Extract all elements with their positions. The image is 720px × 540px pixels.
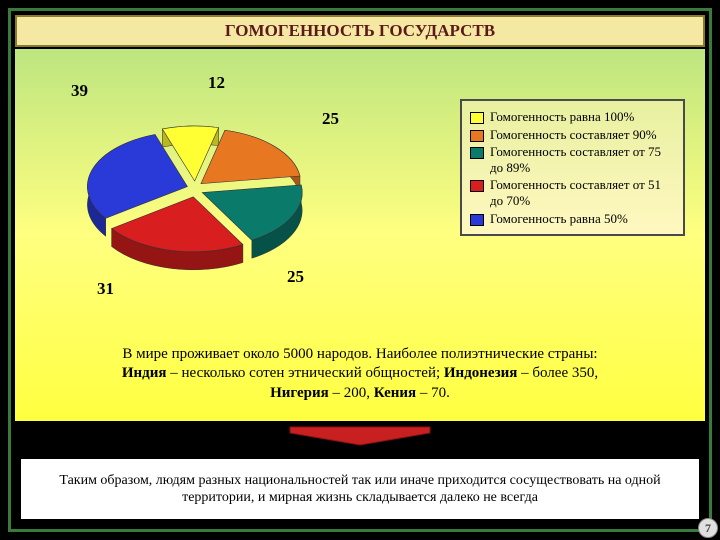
desc-m4: – 70.	[416, 385, 450, 401]
desc-b3: Нигерия	[270, 385, 329, 401]
footer-box: Таким образом, людям разных национальнос…	[21, 459, 699, 519]
legend-item-4: Гомогенность равна 50%	[470, 211, 675, 227]
legend-item-1: Гомогенность составляет 90%	[470, 127, 675, 143]
outer-frame: ГОМОГЕННОСТЬ ГОСУДАРСТВ 12 25 25 31 39 Г…	[0, 0, 720, 540]
page-title: ГОМОГЕННОСТЬ ГОСУДАРСТВ	[225, 21, 495, 41]
data-label-2: 25	[287, 267, 304, 287]
description-text: В мире проживает около 5000 народов. Наи…	[40, 345, 680, 404]
legend-item-2: Гомогенность составляет от 75 до 89%	[470, 144, 675, 175]
legend-label: Гомогенность составляет от 51 до 70%	[490, 177, 675, 208]
legend-swatch	[470, 112, 484, 124]
desc-m2: – более 350,	[517, 365, 598, 381]
data-label-3: 31	[97, 279, 114, 299]
legend-item-3: Гомогенность составляет от 51 до 70%	[470, 177, 675, 208]
desc-m1: – несколько сотен этнический общностей;	[167, 365, 444, 381]
green-frame: ГОМОГЕННОСТЬ ГОСУДАРСТВ 12 25 25 31 39 Г…	[8, 8, 712, 532]
legend-swatch	[470, 147, 484, 159]
content-area: ГОМОГЕННОСТЬ ГОСУДАРСТВ 12 25 25 31 39 Г…	[15, 15, 705, 525]
legend-swatch	[470, 180, 484, 192]
data-label-0: 12	[208, 73, 225, 93]
legend-label: Гомогенность составляет 90%	[490, 127, 657, 143]
legend-label: Гомогенность составляет от 75 до 89%	[490, 144, 675, 175]
legend-item-0: Гомогенность равна 100%	[470, 109, 675, 125]
data-label-4: 39	[71, 81, 88, 101]
desc-line1: В мире проживает около 5000 народов. Наи…	[122, 346, 597, 362]
legend-label: Гомогенность равна 50%	[490, 211, 628, 227]
arrow-down-icon	[270, 425, 450, 449]
legend-swatch	[470, 214, 484, 226]
page-number: 7	[705, 521, 711, 536]
desc-m3: – 200,	[329, 385, 374, 401]
legend-label: Гомогенность равна 100%	[490, 109, 634, 125]
chart-panel: 12 25 25 31 39 Гомогенность равна 100%Го…	[15, 49, 705, 421]
legend-swatch	[470, 130, 484, 142]
page-number-badge: 7	[698, 518, 718, 538]
legend: Гомогенность равна 100% Гомогенность сост…	[460, 99, 685, 236]
desc-b4: Кения	[374, 385, 416, 401]
pie-chart	[65, 89, 325, 289]
footer-text: Таким образом, людям разных национальнос…	[41, 472, 679, 507]
data-label-1: 25	[322, 109, 339, 129]
title-bar: ГОМОГЕННОСТЬ ГОСУДАРСТВ	[15, 15, 705, 47]
desc-b2: Индонезия	[444, 365, 517, 381]
desc-b1: Индия	[122, 365, 167, 381]
